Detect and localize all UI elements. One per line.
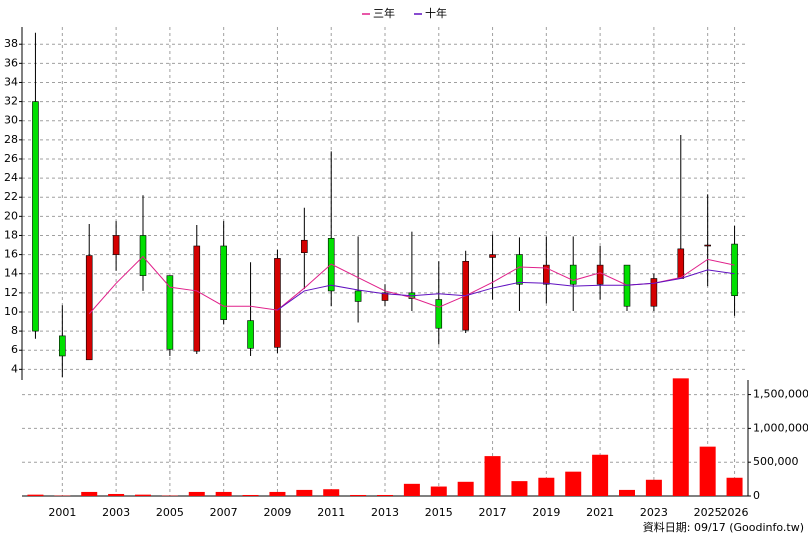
x-tick-label: 2005	[156, 506, 184, 519]
volume-bar	[350, 494, 367, 496]
y-tick-label: 30	[4, 114, 18, 127]
candle-body	[193, 245, 201, 352]
candle-body	[704, 244, 711, 247]
volume-bar	[726, 477, 743, 496]
candle-body	[381, 292, 389, 301]
volume-bar	[430, 486, 447, 496]
y-tick-label: 32	[4, 95, 18, 108]
candle-body	[677, 248, 685, 279]
candle-body	[596, 264, 604, 285]
candle-body	[274, 258, 281, 348]
y-tick-label: 4	[11, 362, 18, 375]
y-tick-label: 16	[4, 248, 18, 261]
candle-body	[516, 254, 523, 285]
volume-bar	[403, 483, 420, 496]
x-tick-label: 2009	[263, 506, 291, 519]
volume-bar	[511, 481, 528, 496]
y2-tick-label: 0	[753, 489, 760, 502]
legend-label: 十年	[425, 6, 447, 20]
volume-bar	[538, 477, 555, 496]
candle-body	[59, 335, 66, 357]
candle-body	[650, 278, 658, 307]
candle-body	[85, 255, 93, 361]
y-tick-label: 14	[4, 267, 18, 280]
candle-body	[569, 264, 577, 285]
y2-tick-label: 500,000	[753, 455, 799, 468]
volume-bar	[296, 489, 313, 496]
y-tick-label: 8	[11, 324, 18, 337]
y-tick-label: 24	[4, 171, 18, 184]
y-tick-label: 10	[4, 305, 18, 318]
y-tick-label: 34	[4, 75, 18, 88]
volume-bar	[457, 481, 474, 496]
legend-label: 三年	[373, 6, 395, 20]
x-tick-label: 2001	[48, 506, 76, 519]
candle-body	[166, 275, 174, 350]
y-tick-label: 6	[11, 343, 18, 356]
y-tick-label: 22	[4, 190, 18, 203]
x-tick-label: 2026	[721, 506, 749, 519]
y-tick-label: 12	[4, 286, 18, 299]
volume-bar	[27, 494, 44, 496]
x-tick-label: 2019	[532, 506, 560, 519]
volume-bar	[565, 471, 582, 496]
x-tick-label: 2013	[371, 506, 399, 519]
y-tick-label: 38	[4, 37, 18, 50]
x-tick-label: 2011	[317, 506, 345, 519]
candle-body	[354, 290, 362, 302]
candle-body	[543, 264, 550, 285]
candle-body	[139, 235, 147, 276]
candle-body	[247, 320, 254, 349]
candle-body	[301, 239, 308, 253]
y2-tick-label: 1,500,000	[753, 388, 808, 401]
volume-bar	[377, 494, 393, 496]
candle-body	[112, 235, 120, 255]
x-tick-label: 2003	[102, 506, 130, 519]
volume-bar	[135, 494, 151, 496]
volume-bar	[672, 378, 689, 496]
volume-bar	[592, 454, 609, 496]
x-tick-label: 2017	[479, 506, 507, 519]
volume-bar	[269, 491, 286, 496]
y-tick-label: 18	[4, 228, 18, 241]
y-tick-label: 36	[4, 56, 18, 69]
y-tick-label: 20	[4, 209, 18, 222]
volume-bar	[323, 489, 340, 496]
volume-bar	[242, 494, 259, 496]
y-tick-label: 28	[4, 133, 18, 146]
volume-bar	[215, 491, 232, 496]
candle-body	[731, 243, 738, 297]
volume-bar	[188, 491, 205, 496]
candle-body	[489, 254, 496, 258]
volume-bar	[645, 479, 662, 496]
y2-tick-label: 1,000,000	[753, 421, 808, 434]
x-tick-label: 2023	[640, 506, 668, 519]
candle-body	[435, 299, 443, 329]
volume-bar	[108, 493, 125, 496]
volume-bar	[619, 489, 635, 496]
x-tick-label: 2007	[210, 506, 238, 519]
volume-bar	[699, 446, 716, 496]
x-tick-label: 2021	[586, 506, 614, 519]
ma-line	[277, 269, 735, 311]
candle-body	[220, 245, 227, 320]
footer: 資料日期: 09/17 (Goodinfo.tw)	[643, 520, 804, 534]
volume-bar	[484, 456, 501, 496]
volume-bar	[81, 491, 98, 496]
candle-body	[32, 101, 39, 332]
y-tick-label: 26	[4, 152, 18, 165]
x-tick-label: 2025	[694, 506, 722, 519]
x-tick-label: 2015	[425, 506, 453, 519]
